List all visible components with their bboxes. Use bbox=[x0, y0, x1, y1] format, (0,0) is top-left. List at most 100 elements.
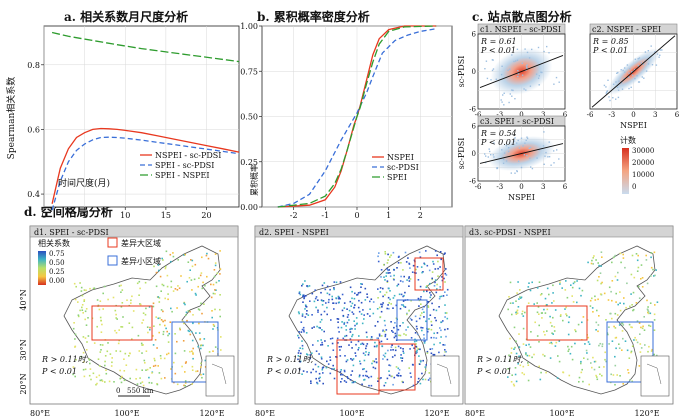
station-point bbox=[380, 269, 383, 271]
station-point bbox=[343, 369, 346, 372]
station-point bbox=[123, 358, 125, 360]
colorbar-label: 0 bbox=[632, 183, 636, 191]
station-point bbox=[580, 360, 582, 363]
panel-b-title: b. 累积概率密度分析 bbox=[257, 9, 370, 24]
station-point bbox=[422, 359, 424, 362]
station-point bbox=[574, 329, 576, 331]
station-point bbox=[211, 316, 213, 319]
station-point bbox=[440, 258, 442, 261]
station-point bbox=[349, 331, 352, 333]
station-point bbox=[382, 354, 385, 357]
station-point bbox=[359, 362, 362, 365]
lon-tick-label: 80°E bbox=[255, 409, 275, 418]
station-point bbox=[523, 373, 525, 376]
station-point bbox=[148, 381, 151, 384]
region-box-small-diff bbox=[396, 299, 428, 341]
lat-tick-label: 30°N bbox=[19, 339, 28, 360]
station-point bbox=[160, 377, 163, 380]
station-point bbox=[380, 340, 383, 343]
station-point bbox=[348, 309, 351, 312]
station-point bbox=[437, 260, 439, 263]
station-point bbox=[615, 292, 617, 295]
station-point bbox=[601, 281, 603, 284]
station-point bbox=[619, 252, 622, 255]
station-point bbox=[550, 341, 553, 344]
station-point bbox=[569, 352, 572, 355]
station-point bbox=[510, 347, 513, 350]
scatter-point bbox=[546, 45, 548, 48]
station-point bbox=[388, 302, 390, 304]
station-point bbox=[433, 336, 435, 339]
station-point bbox=[164, 377, 166, 379]
scatter-point bbox=[620, 82, 623, 84]
station-point bbox=[108, 380, 111, 383]
station-point bbox=[360, 283, 362, 285]
station-point bbox=[647, 311, 649, 314]
station-point bbox=[321, 367, 324, 369]
station-point bbox=[425, 369, 427, 372]
station-point bbox=[320, 344, 322, 346]
station-point bbox=[400, 304, 403, 306]
station-point bbox=[359, 360, 361, 363]
station-point bbox=[358, 310, 361, 313]
station-point bbox=[156, 347, 158, 349]
station-point bbox=[206, 252, 208, 255]
map-p-text: P < 0.01 bbox=[41, 367, 77, 376]
station-point bbox=[630, 350, 633, 353]
station-point bbox=[558, 340, 561, 342]
station-point bbox=[552, 316, 554, 319]
station-point bbox=[163, 357, 166, 360]
scatter-point bbox=[486, 77, 489, 80]
station-point bbox=[436, 332, 439, 334]
station-point bbox=[590, 262, 593, 265]
station-point bbox=[406, 279, 408, 281]
station-point bbox=[153, 265, 155, 268]
station-point bbox=[84, 337, 87, 339]
scatter-point bbox=[516, 59, 519, 61]
scatter-point bbox=[545, 151, 547, 154]
station-point bbox=[603, 366, 605, 368]
station-point bbox=[439, 295, 441, 298]
station-point bbox=[582, 316, 585, 318]
station-point bbox=[199, 274, 202, 277]
station-point bbox=[373, 360, 376, 363]
station-point bbox=[315, 370, 317, 373]
station-point bbox=[586, 352, 588, 354]
station-point bbox=[408, 367, 410, 369]
station-point bbox=[350, 341, 353, 343]
station-point bbox=[301, 347, 304, 350]
station-point bbox=[118, 285, 121, 287]
r-value: R = 0.54 bbox=[480, 129, 517, 138]
station-point bbox=[197, 345, 199, 348]
station-point bbox=[197, 285, 199, 288]
station-point bbox=[515, 310, 518, 313]
legend-box-red bbox=[107, 237, 118, 248]
station-point bbox=[417, 377, 420, 380]
station-point bbox=[614, 355, 616, 358]
station-point bbox=[319, 327, 321, 329]
station-point bbox=[158, 372, 161, 374]
station-point bbox=[610, 373, 612, 376]
station-point bbox=[374, 367, 377, 370]
station-point bbox=[554, 345, 557, 347]
station-point bbox=[421, 329, 423, 332]
scatter-point bbox=[615, 81, 617, 83]
scatter-point bbox=[641, 76, 643, 78]
station-point bbox=[430, 328, 433, 331]
station-point bbox=[183, 254, 185, 256]
scatter-point bbox=[643, 77, 645, 79]
station-point bbox=[578, 376, 581, 379]
colorbar-label: 20000 bbox=[632, 159, 654, 167]
station-point bbox=[102, 292, 104, 295]
station-point bbox=[316, 381, 318, 384]
chart-a-ylabel: Spearman相关系数 bbox=[5, 77, 17, 160]
station-point bbox=[507, 368, 509, 370]
station-point bbox=[331, 298, 334, 301]
x-tick-label: 0 bbox=[41, 211, 46, 220]
station-point bbox=[138, 294, 140, 296]
station-point bbox=[551, 302, 553, 304]
station-point bbox=[392, 251, 395, 254]
station-point bbox=[349, 300, 352, 303]
scatter-point bbox=[542, 145, 545, 147]
station-point bbox=[130, 299, 132, 302]
